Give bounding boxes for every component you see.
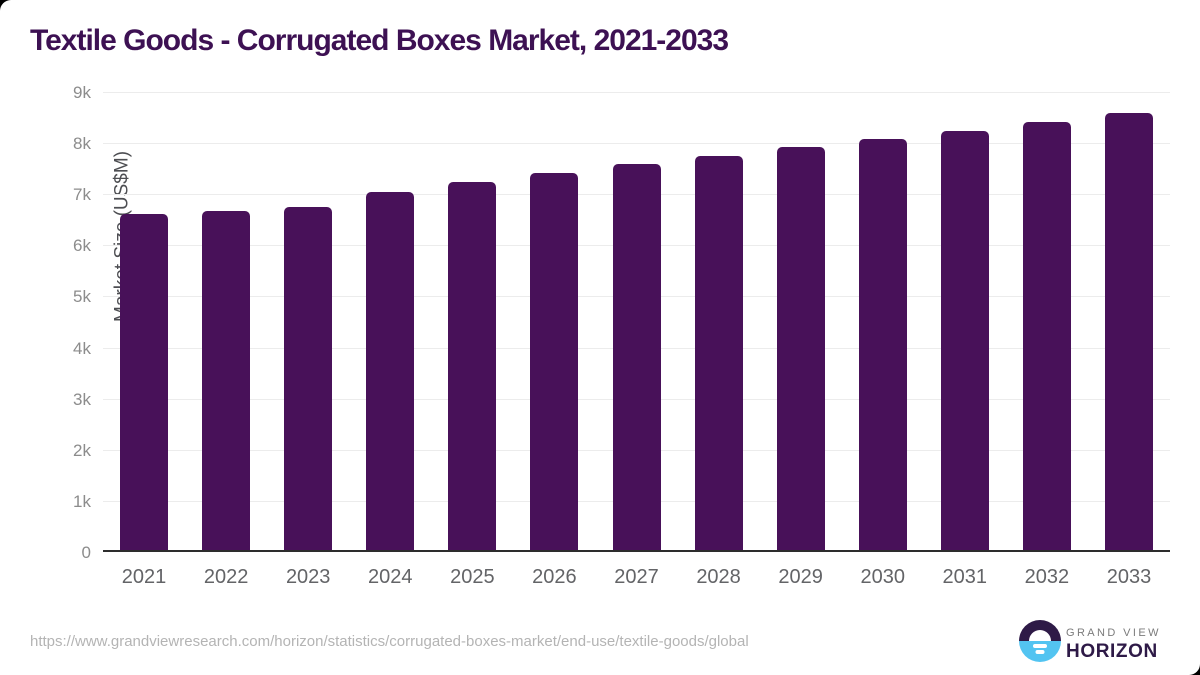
xtick-2021: 2021	[121, 566, 167, 588]
xtick-2023: 2023	[285, 566, 331, 588]
sun-reflection-line-1	[1033, 644, 1047, 648]
ytick-7k: 7k	[73, 185, 91, 205]
bar-2023	[284, 206, 333, 550]
bar-2029	[776, 147, 825, 550]
horizon-sun-icon	[1019, 620, 1061, 662]
x-axis-tick-labels: 2021 2022 2023 2024 2025 2026 2027 2028 2029 2030…	[103, 566, 1170, 592]
ytick-9k: 9k	[73, 83, 91, 102]
ytick-3k: 3k	[73, 389, 91, 409]
ytick-2k: 2k	[73, 440, 91, 460]
logo-horizon-label: HORIZON	[1066, 641, 1158, 662]
logo-grand-view-label: GRAND VIEW	[1066, 627, 1161, 639]
chart-title: Textile Goods - Corrugated Boxes Market,…	[30, 24, 729, 57]
plot-area	[103, 92, 1170, 552]
xtick-2032: 2032	[1024, 566, 1070, 588]
rounded-corner-artifact-bottom-right	[1189, 664, 1200, 675]
bar-2028	[694, 155, 743, 550]
xtick-2029: 2029	[778, 566, 823, 588]
y-axis-tick-labels: 0 1k 2k 3k 4k 5k 6k 7k 8k 9k	[0, 84, 91, 561]
gridline-9k	[103, 92, 1170, 93]
ytick-5k: 5k	[73, 287, 91, 307]
xtick-2025: 2025	[450, 566, 495, 588]
gridline-8k	[103, 143, 1170, 145]
bar-2032	[1022, 121, 1071, 550]
xtick-2022: 2022	[203, 566, 249, 588]
xtick-2024: 2024	[368, 566, 413, 588]
ytick-0: 0	[81, 543, 91, 562]
xtick-2030: 2030	[860, 566, 905, 588]
xtick-2031: 2031	[942, 566, 988, 588]
rounded-corner-artifact-top-left	[0, 0, 11, 11]
bar-2031	[940, 130, 989, 550]
ytick-4k: 4k	[73, 338, 91, 358]
bar-2033	[1104, 113, 1153, 550]
bar-2027	[612, 163, 661, 550]
xtick-2033: 2033	[1106, 566, 1152, 588]
xtick-2026: 2026	[532, 566, 577, 588]
sun-reflection-line-2	[1035, 650, 1045, 654]
bar-2026	[530, 172, 579, 550]
grand-view-horizon-logo: GRAND VIEW HORIZON	[1019, 620, 1174, 663]
sun-dome-shape	[1029, 630, 1051, 641]
xtick-2028: 2028	[696, 566, 741, 588]
ytick-1k: 1k	[73, 491, 91, 511]
xtick-2027: 2027	[614, 566, 659, 588]
logo-text: GRAND VIEW HORIZON	[1066, 627, 1161, 663]
bar-2021	[120, 214, 169, 550]
source-url-text: https://www.grandviewresearch.com/horizo…	[30, 633, 749, 650]
bar-2022	[202, 210, 251, 550]
bar-2025	[448, 182, 497, 550]
bar-2024	[366, 191, 415, 550]
ytick-8k: 8k	[73, 134, 91, 154]
ytick-6k: 6k	[73, 236, 91, 256]
bar-2030	[858, 139, 907, 550]
